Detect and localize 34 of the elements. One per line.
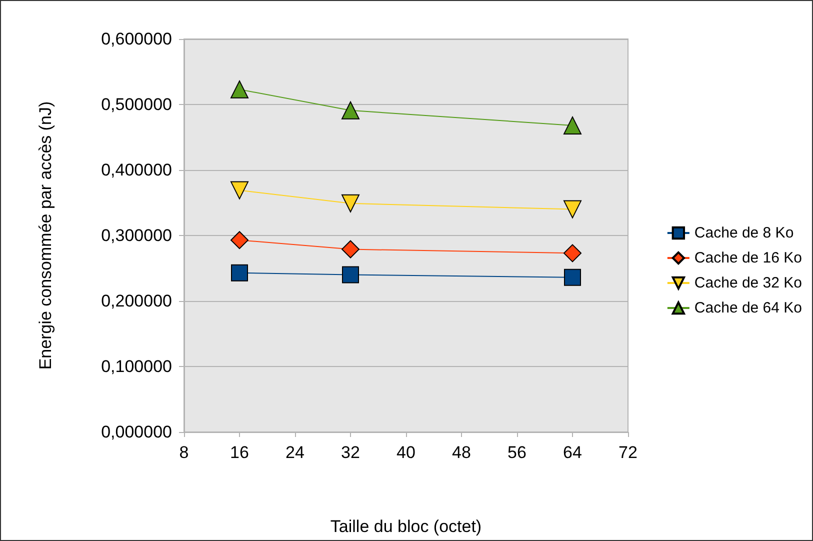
- legend-label: Cache de 64 Ko: [694, 300, 802, 316]
- x-tick-label: 72: [618, 443, 638, 462]
- x-tick-label: 64: [563, 443, 582, 462]
- point: [564, 268, 581, 286]
- point: [230, 231, 248, 250]
- y-tick-label: 0,600000: [101, 30, 172, 48]
- point: [231, 264, 248, 282]
- legend-label: Cache de 16 Ko: [694, 250, 802, 266]
- x-tick-label: 16: [230, 443, 249, 462]
- y-tick-label: 0,200000: [101, 292, 172, 310]
- x-axis-title: Taille du bloc (octet): [330, 517, 482, 536]
- y-tick-label: 0,000000: [101, 422, 172, 442]
- x-tick-label: 48: [452, 443, 471, 462]
- y-tick-label: 0,300000: [101, 226, 172, 245]
- point: [564, 244, 582, 262]
- point: [342, 101, 360, 120]
- point: [564, 116, 582, 134]
- y-axis-title: Energie consommée par accès (nJ): [36, 101, 55, 370]
- point: [230, 80, 248, 98]
- x-tick-label: 40: [396, 443, 416, 462]
- y-tick-label: 0,100000: [101, 357, 172, 376]
- legend-label: Cache de 32 Ko: [694, 274, 802, 292]
- point: [342, 240, 360, 258]
- x-tick-label: 32: [341, 443, 360, 462]
- point: [230, 181, 248, 200]
- x-tick-label: 24: [286, 443, 304, 462]
- y-tick-label: 0,400000: [101, 160, 172, 180]
- legend-label: Cache de 8 Ko: [694, 224, 794, 242]
- point: [342, 194, 360, 212]
- x-tick-label: 56: [508, 443, 526, 462]
- point: [564, 200, 582, 218]
- point: [342, 266, 359, 284]
- y-tick-label: 0,500000: [101, 95, 172, 114]
- x-tick-label: 8: [179, 443, 189, 462]
